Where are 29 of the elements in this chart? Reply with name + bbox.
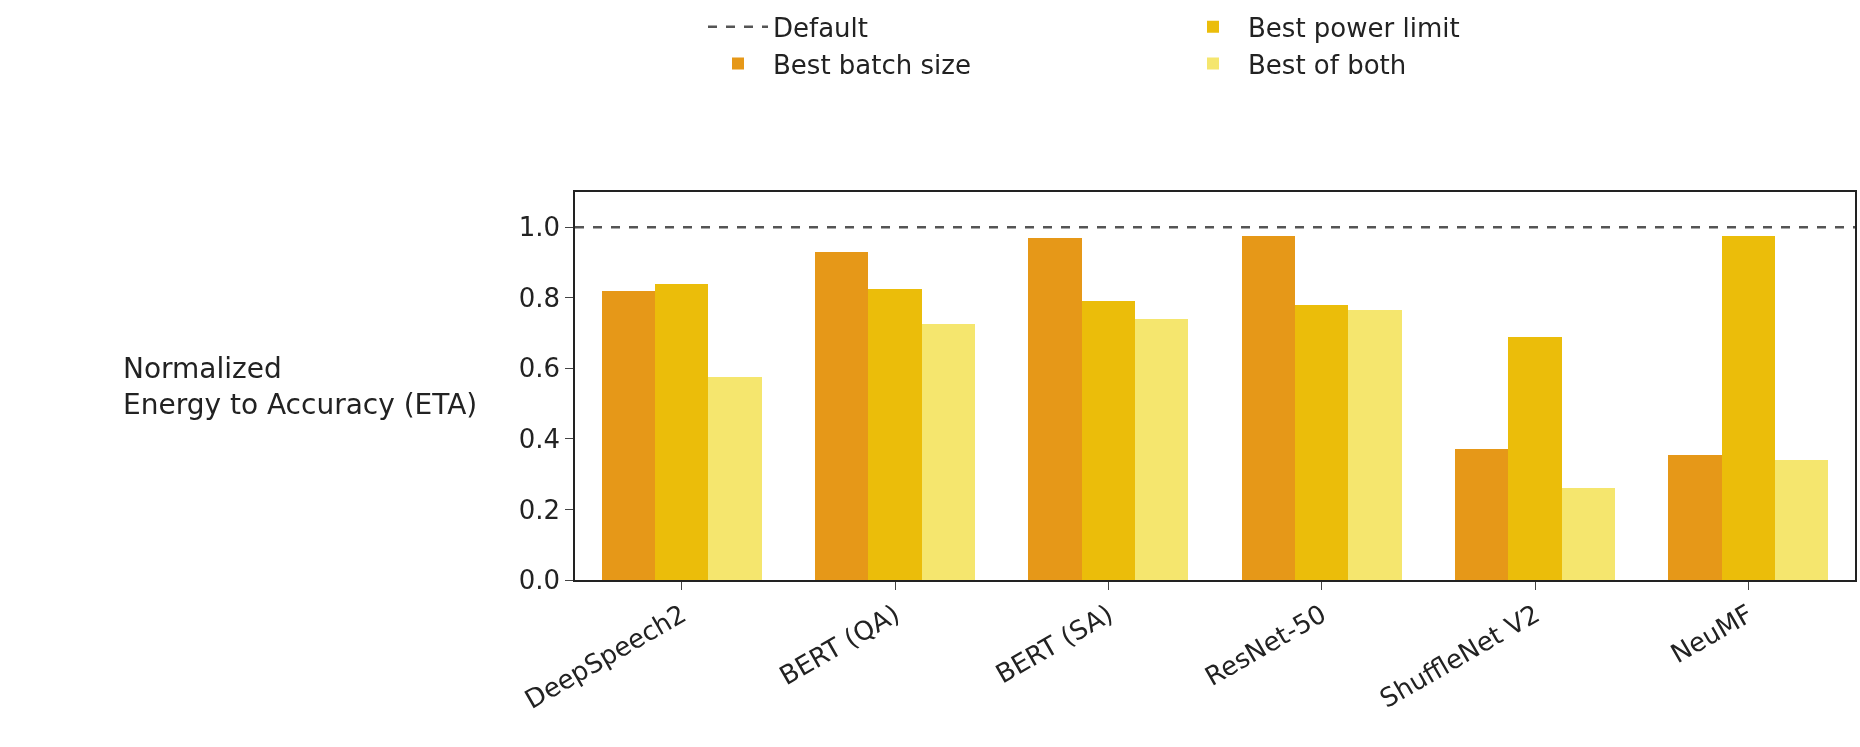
legend-label: Default [773,12,868,43]
y-tick-label: 0.2 [518,494,561,525]
y-tick-label: 0.0 [518,565,561,596]
bar [922,324,975,580]
bar [655,284,708,580]
bar [1348,310,1402,580]
legend-label: Best power limit [1248,12,1460,43]
y-axis-title: Normalized Energy to Accuracy (ETA) [123,352,478,422]
bar [1082,301,1135,580]
bar [1455,449,1508,580]
y-tick-label: 1.0 [518,212,561,243]
y-tick-label: 0.6 [518,353,561,384]
bar [602,291,655,580]
bar [1562,488,1615,580]
bar [1295,305,1348,580]
bar [1668,455,1722,580]
y-tick-label: 0.8 [518,282,561,313]
bar [815,252,868,580]
bar [1775,460,1828,580]
legend-label: Best batch size [773,49,971,80]
bar [708,377,762,580]
bar [1242,236,1295,580]
bar [868,289,922,580]
bar [1135,319,1188,580]
bar [1722,236,1775,580]
y-tick-label: 0.4 [518,424,561,455]
bar [1028,238,1082,580]
legend-label: Best of both [1248,49,1407,80]
bar [1508,337,1562,580]
